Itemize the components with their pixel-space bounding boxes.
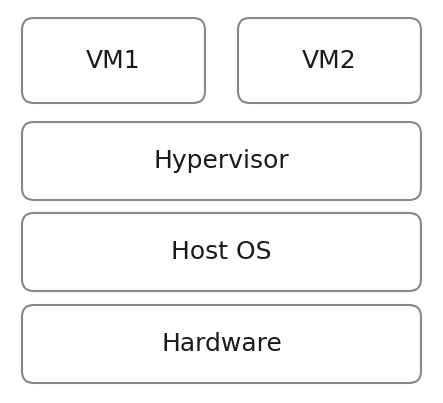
FancyBboxPatch shape [22,213,421,291]
Text: VM2: VM2 [302,48,357,73]
Text: Host OS: Host OS [171,240,272,264]
Text: Hardware: Hardware [161,332,282,356]
Text: VM1: VM1 [86,48,141,73]
FancyBboxPatch shape [238,18,421,103]
FancyBboxPatch shape [22,305,421,383]
FancyBboxPatch shape [22,18,205,103]
FancyBboxPatch shape [22,122,421,200]
Text: Hypervisor: Hypervisor [154,149,289,173]
